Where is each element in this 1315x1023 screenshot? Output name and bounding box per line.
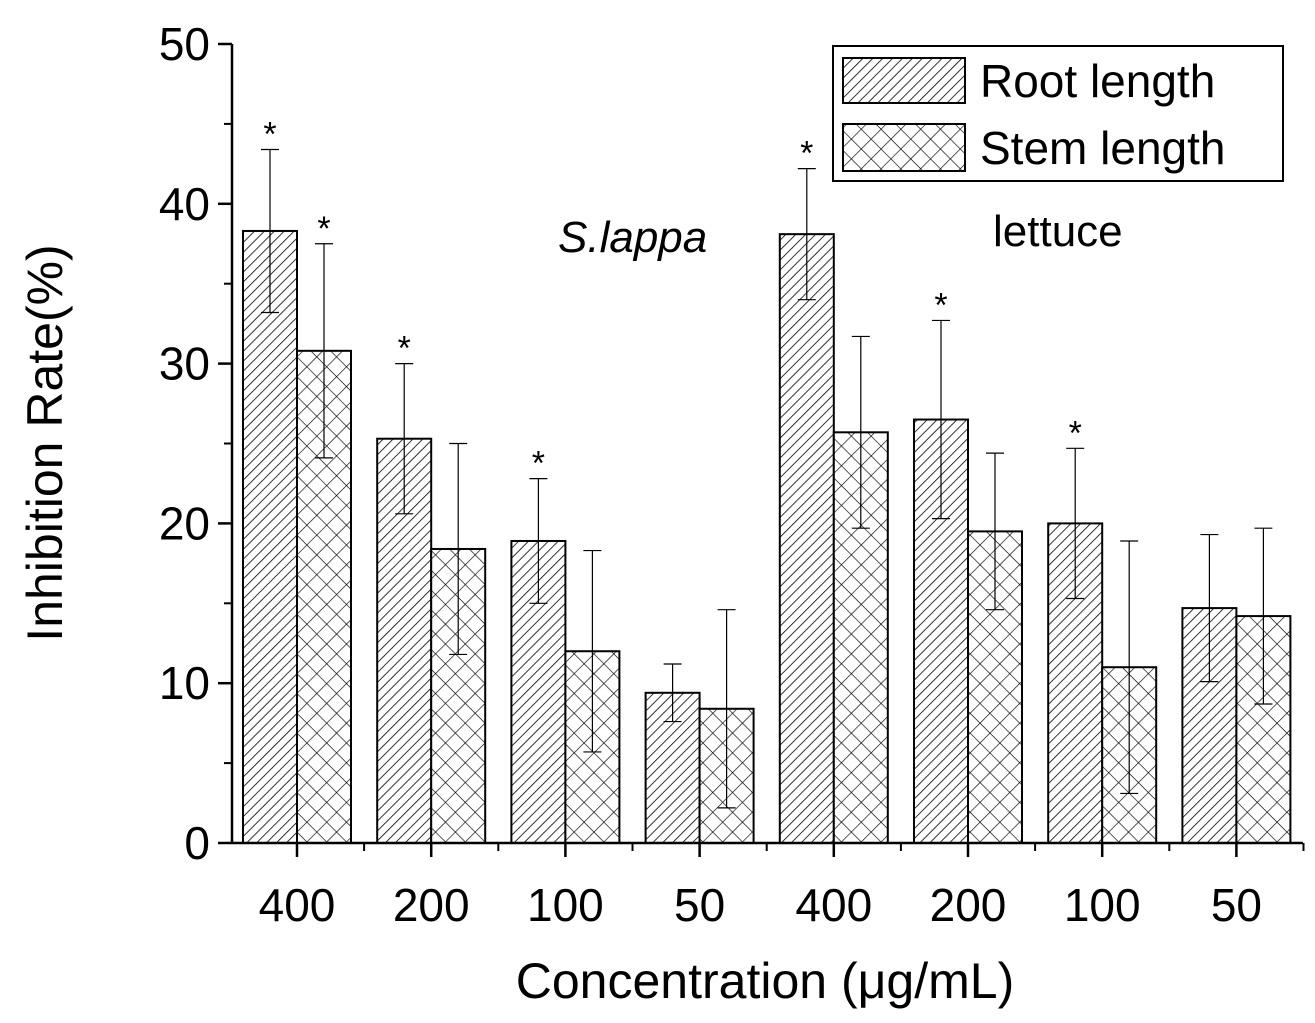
x-tick-label: 50	[674, 879, 725, 931]
legend-swatch-root-length	[842, 57, 966, 104]
legend-label-stem-length: Stem length	[980, 122, 1225, 174]
x-tick-label: 100	[1064, 879, 1141, 931]
legend: Root length Stem length	[832, 45, 1284, 182]
significance-marker: *	[263, 115, 276, 153]
group-label-lettuce: lettuce	[993, 207, 1123, 256]
legend-swatch-stem-length	[842, 123, 966, 172]
significance-markers-layer: * * * * * * *	[263, 115, 1081, 482]
x-tick-label: 200	[930, 879, 1007, 931]
x-ticks-layer: 400 200 100 50 400 200 100 50	[259, 843, 1305, 931]
significance-marker: *	[532, 445, 545, 483]
y-axis-title: Inhibition Rate(%)	[17, 244, 73, 641]
significance-marker: *	[934, 286, 947, 324]
y-tick-label: 40	[159, 178, 210, 230]
x-tick-label: 50	[1211, 879, 1262, 931]
x-tick-label: 100	[527, 879, 604, 931]
bars-layer	[242, 229, 1292, 845]
x-tick-label: 400	[795, 879, 872, 931]
x-tick-label: 200	[393, 879, 470, 931]
y-tick-label: 0	[184, 817, 210, 869]
y-ticks-layer: 0 10 20 30 40 50	[159, 18, 232, 869]
error-bars-layer	[261, 148, 1273, 809]
legend-label-root-length: Root length	[980, 55, 1215, 107]
significance-marker: *	[800, 135, 813, 173]
y-tick-label: 50	[159, 18, 210, 70]
significance-marker: *	[398, 330, 411, 368]
significance-marker: *	[1069, 414, 1082, 452]
x-axis-title: Concentration (μg/mL)	[516, 953, 1014, 1009]
bar-root-length	[242, 229, 298, 844]
group-label-slappa: S.lappa	[558, 213, 707, 262]
y-tick-label: 20	[159, 497, 210, 549]
bar-root-length	[778, 233, 835, 845]
x-tick-label: 400	[259, 879, 336, 931]
y-tick-label: 10	[159, 657, 210, 709]
y-tick-label: 30	[159, 338, 210, 390]
significance-marker: *	[317, 210, 330, 248]
